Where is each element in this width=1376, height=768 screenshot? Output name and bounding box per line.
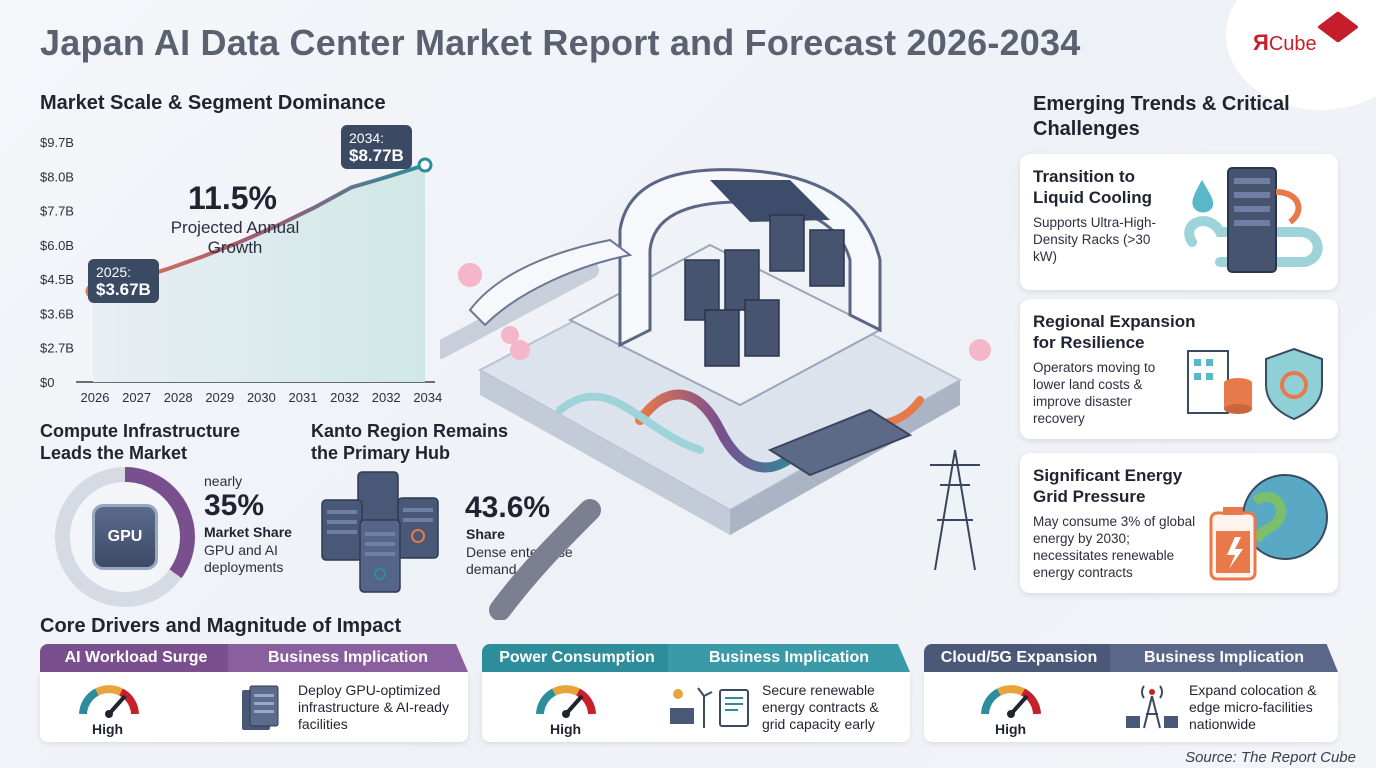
driver-power-consumption: Power Consumption Business Implication H… (482, 644, 910, 742)
x-tick-label: 2026 (81, 390, 110, 405)
bullet-train (468, 238, 633, 327)
kanto-share-pct: 43.6% (465, 491, 551, 524)
impl-header: Business Implication (668, 644, 910, 672)
x-tick-label: 2032 (372, 390, 401, 405)
x-tick-label: 2034 (413, 390, 442, 405)
rail-track (440, 261, 599, 359)
impl-header: Business Implication (228, 644, 468, 672)
y-tick-label: $8.0B (40, 169, 74, 184)
area-fill (93, 165, 425, 382)
x-tick-label: 2030 (247, 390, 276, 405)
impl-header: Business Implication (1110, 644, 1338, 672)
cooling-pipe (635, 389, 805, 473)
solar-panel (710, 180, 830, 222)
y-tick-label: $4.5B (40, 272, 74, 287)
kanto-share-label: Share (466, 526, 505, 542)
driver-name: AI Workload Surge (40, 644, 232, 672)
end-callout-value: $8.77B (349, 146, 404, 165)
compute-share-pct: 35% (204, 489, 265, 522)
gauge-icon (981, 685, 1041, 718)
logo-mark: Я (1253, 30, 1269, 55)
server-rack-icon (242, 685, 279, 730)
driver-name: Power Consumption (482, 644, 672, 672)
y-tick-label: $7.7B (40, 204, 74, 219)
compute-share-label: Market Share (204, 524, 292, 540)
driver-ai-workload: AI Workload Surge Business Implication H… (40, 644, 468, 742)
x-tick-label: 2028 (164, 390, 193, 405)
renewable-energy-icon (670, 687, 749, 728)
trend-card-title: Transition to Liquid Cooling (1033, 167, 1152, 207)
y-tick-label: $9.7B (40, 135, 74, 150)
trend-card-desc: May consume 3% of global energy by 2030;… (1033, 514, 1196, 580)
data-center-illustration (440, 168, 991, 620)
cherry-trees (458, 263, 991, 361)
energy-globe-icon (1209, 474, 1328, 581)
network-switch (767, 408, 913, 477)
driver-name: Cloud/5G Expansion (924, 644, 1114, 672)
start-callout: 2025: $3.67B (88, 259, 159, 303)
trend-card-title: Regional Expansion for Resilience (1033, 312, 1196, 352)
trend-card-title: Significant Energy Grid Pressure (1033, 466, 1183, 506)
trend-card-energy-grid: Significant Energy Grid Pressure May con… (1020, 453, 1338, 593)
impact-level: High (550, 721, 582, 737)
trend-card-regional-expansion: Regional Expansion for Resilience Operat… (1020, 299, 1338, 439)
growth-caption: Projected Annual Growth (170, 218, 300, 257)
trend-card-liquid-cooling: Transition to Liquid Cooling Supports Ul… (1020, 154, 1338, 290)
building-shield-icon (1187, 347, 1323, 421)
gauge-icon (79, 685, 139, 718)
source-note: Source: The Report Cube (1185, 749, 1356, 766)
gauge-icon (536, 685, 596, 718)
x-tick-label: 2032 (330, 390, 359, 405)
kanto-heading: Kanto Region Remains the Primary Hub (311, 421, 509, 463)
x-tick-label: 2031 (289, 390, 318, 405)
logo-text: Cube (1268, 33, 1317, 55)
driver-cloud-5g: Cloud/5G Expansion Business Implication … (924, 644, 1338, 742)
y-tick-label: $3.6B (40, 306, 74, 321)
end-callout-year: 2034: (349, 130, 385, 146)
road (489, 499, 601, 620)
start-callout-year: 2025: (96, 264, 132, 280)
trend-card-desc: Operators moving to lower land costs & i… (1033, 360, 1156, 426)
drivers-heading: Core Drivers and Magnitude of Impact (40, 615, 402, 637)
edge-tower-icon (1126, 685, 1178, 729)
growth-percent: 11.5% (188, 180, 277, 216)
compute-heading: Compute Infrastructure Leads the Market (40, 421, 241, 463)
page-title: Japan AI Data Center Market Report and F… (40, 22, 1081, 63)
start-callout-value: $3.67B (96, 280, 151, 299)
driver-implication: Expand colocation & edge micro-facilitie… (1189, 682, 1317, 732)
impact-level: High (995, 721, 1027, 737)
liquid-cooling-icon (1184, 167, 1323, 273)
power-pylon (930, 449, 980, 571)
trend-card-desc: Supports Ultra-High-Density Racks (>30 k… (1033, 215, 1157, 264)
data-point (417, 157, 433, 173)
server-racks (684, 214, 845, 367)
driver-implication: Secure renewable energy contracts & grid… (762, 682, 879, 732)
x-tick-label: 2029 (205, 390, 234, 405)
logo: ЯCube (1253, 11, 1359, 56)
driver-implication: Deploy GPU-optimized infrastructure & AI… (298, 682, 449, 732)
y-tick-label: $6.0B (40, 238, 74, 253)
impact-level: High (92, 721, 124, 737)
compute-qualifier: nearly (204, 473, 243, 489)
compute-desc: GPU and AI deployments (204, 542, 284, 575)
end-callout: 2034: $8.77B (341, 125, 412, 169)
y-tick-label: $2.7B (40, 341, 74, 356)
trends-heading: Emerging Trends & Critical Challenges (1033, 93, 1290, 140)
gpu-chip-icon: GPU (95, 507, 155, 567)
server-cluster-icon (321, 471, 439, 593)
y-tick-label: $0 (40, 375, 54, 390)
market-scale-heading: Market Scale & Segment Dominance (40, 92, 386, 114)
x-tick-label: 2027 (122, 390, 151, 405)
